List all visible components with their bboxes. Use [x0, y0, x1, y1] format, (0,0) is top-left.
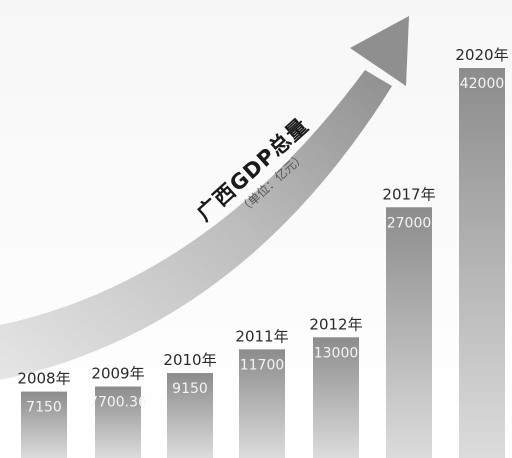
- category-label-1: 2009年: [91, 364, 144, 382]
- category-label-4: 2012年: [309, 315, 362, 333]
- value-label-2: 9150: [172, 381, 208, 397]
- category-label-2: 2010年: [163, 351, 216, 369]
- bar-5: [386, 207, 432, 458]
- bars-group: 2008年 7150 2009年 7700.36 2010年 9150 2011年 11700…: [17, 46, 509, 458]
- bar-0: [21, 391, 67, 458]
- value-label-0: 7150: [26, 400, 62, 416]
- value-label-1: 7700.36: [89, 394, 147, 410]
- category-label-3: 2011年: [235, 327, 288, 345]
- value-label-4: 13000: [314, 345, 359, 361]
- value-label-6: 42000: [460, 76, 505, 92]
- growth-arrow-head: [350, 16, 409, 86]
- value-label-5: 27000: [387, 215, 432, 231]
- category-label-5: 2017年: [382, 185, 435, 203]
- bar-1: [95, 386, 141, 458]
- category-label-6: 2020年: [455, 46, 508, 64]
- bar-2: [167, 373, 213, 458]
- category-label-0: 2008年: [17, 370, 70, 388]
- bar-4: [313, 337, 359, 458]
- bar-3: [239, 349, 285, 458]
- bar-6: [459, 68, 505, 458]
- growth-arrow: [0, 16, 409, 380]
- value-label-3: 11700: [240, 357, 285, 373]
- growth-arrow-body: [0, 70, 392, 380]
